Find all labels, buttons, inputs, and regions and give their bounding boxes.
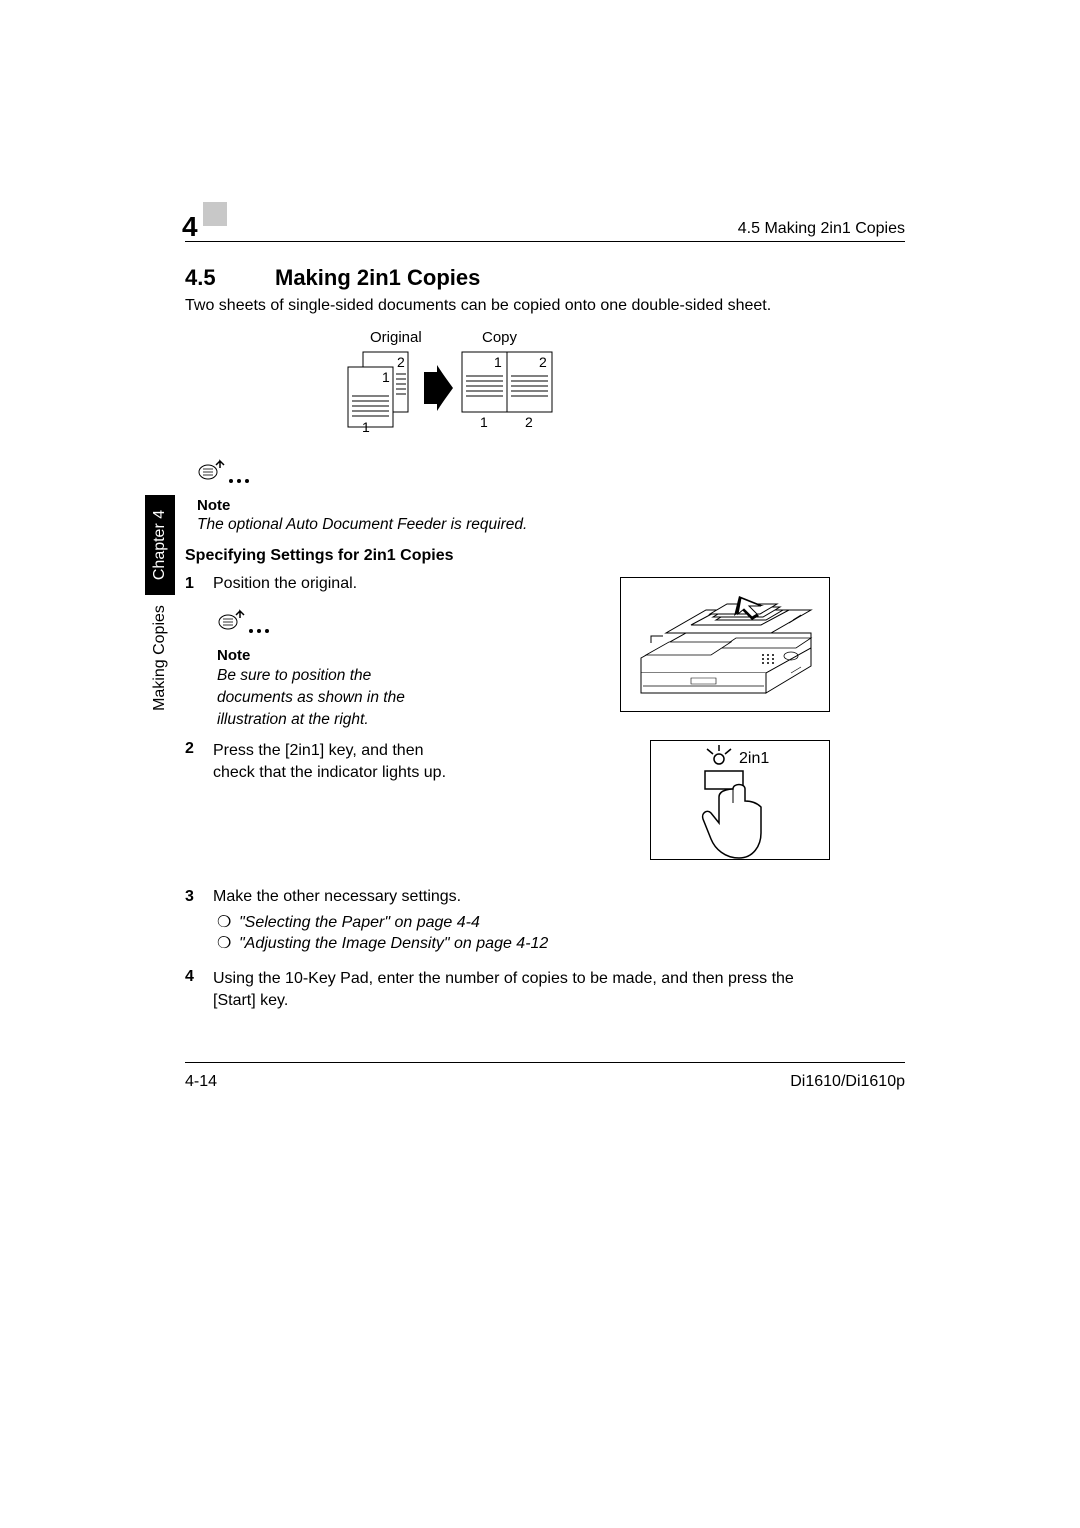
header-rule	[185, 241, 905, 242]
reference-link: "Adjusting the Image Density" on page 4-…	[239, 935, 548, 952]
svg-text:1: 1	[382, 369, 390, 385]
copy-label: Copy	[482, 330, 518, 346]
note-icon	[217, 609, 277, 639]
step-number: 4	[185, 968, 213, 986]
step-number: 2	[185, 740, 213, 758]
subsection-heading: Specifying Settings for 2in1 Copies	[185, 547, 454, 565]
step-1: 1Position the original.	[185, 575, 357, 593]
step-3: 3Make the other necessary settings.	[185, 888, 461, 906]
step-text: Using the 10-Key Pad, enter the number o…	[213, 968, 823, 1011]
step-text: Position the original.	[213, 575, 357, 593]
button-label: 2in1	[739, 750, 769, 767]
ref-bullet-icon: ❍	[217, 912, 239, 932]
section-heading-text: Making 2in1 Copies	[275, 265, 480, 290]
note-heading: Note	[217, 647, 405, 664]
diagram-2in1-button: 2in1	[650, 740, 830, 860]
note-icon	[197, 459, 257, 489]
section-tab: Making Copies	[145, 600, 175, 715]
model-name: Di1610/Di1610p	[790, 1073, 905, 1091]
intro-paragraph: Two sheets of single-sided documents can…	[185, 297, 771, 315]
ref-bullet-icon: ❍	[217, 933, 239, 953]
svg-text:2: 2	[397, 354, 405, 370]
note-text-line2: documents as shown in the	[217, 688, 405, 708]
chapter-tab: Chapter 4	[145, 495, 175, 595]
step-2: 2Press the [2in1] key, and then check th…	[185, 740, 453, 783]
button-press-svg: 2in1	[651, 741, 831, 861]
note-heading: Note	[197, 497, 527, 514]
chapter-number-highlight	[203, 202, 227, 226]
step-text: Press the [2in1] key, and then check tha…	[213, 740, 453, 783]
reference-link: "Selecting the Paper" on page 4-4	[239, 914, 480, 931]
page-number: 4-14	[185, 1073, 217, 1091]
step-3-references: ❍"Selecting the Paper" on page 4-4 ❍"Adj…	[217, 911, 548, 953]
note-text-line1: Be sure to position the	[217, 666, 405, 686]
chapter-number: 4	[182, 211, 198, 243]
note-adf-required: Note The optional Auto Document Feeder i…	[197, 459, 527, 534]
svg-text:1: 1	[494, 354, 502, 370]
svg-text:2: 2	[525, 414, 533, 430]
section-title: 4.5Making 2in1 Copies	[185, 265, 480, 291]
diagram-2in1-svg: Original Copy 2 1 1	[340, 330, 700, 435]
chapter-tab-label: Chapter 4	[151, 510, 169, 580]
svg-text:1: 1	[362, 419, 370, 435]
diagram-copier-position	[620, 577, 830, 712]
diagram-2in1-concept: Original Copy 2 1 1	[340, 330, 700, 440]
svg-text:1: 1	[480, 414, 488, 430]
copier-svg	[621, 578, 831, 713]
original-label: Original	[370, 330, 422, 346]
svg-text:2: 2	[539, 354, 547, 370]
step-number: 3	[185, 888, 213, 906]
step-text: Make the other necessary settings.	[213, 888, 461, 906]
footer-rule	[185, 1062, 905, 1063]
note-position-documents: Note Be sure to position the documents a…	[217, 609, 405, 730]
step-number: 1	[185, 575, 213, 593]
section-number: 4.5	[185, 265, 275, 291]
note-text: The optional Auto Document Feeder is req…	[197, 516, 527, 534]
running-header: 4.5 Making 2in1 Copies	[738, 220, 905, 238]
note-text-line3: illustration at the right.	[217, 710, 405, 730]
step-4: 4Using the 10-Key Pad, enter the number …	[185, 968, 823, 1011]
section-tab-label: Making Copies	[151, 605, 169, 711]
